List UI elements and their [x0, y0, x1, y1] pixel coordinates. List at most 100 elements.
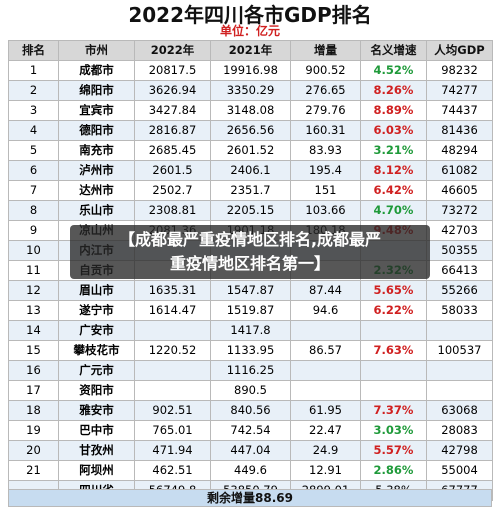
- cell-rank: 10: [8, 240, 59, 261]
- page-title: 2022年四川各市GDP排名: [128, 3, 372, 27]
- cell-2021: 19916.98: [210, 60, 291, 81]
- cell-city: 成都市: [58, 60, 135, 81]
- cell-2022: [134, 380, 211, 401]
- cell-growth-rate: [360, 320, 427, 341]
- cell-growth-rate: 6.22%: [360, 300, 427, 321]
- cell-per-capita: [426, 380, 493, 401]
- table-row: 8 乐山市 2308.81 2205.15 103.66 4.70% 73272: [8, 200, 493, 221]
- cell-city: 南充市: [58, 140, 135, 161]
- cell-city: 资阳市: [58, 380, 135, 401]
- cell-city: 甘孜州: [58, 440, 135, 461]
- cell-increase: 276.65: [290, 80, 361, 101]
- cell-per-capita: [426, 360, 493, 381]
- cell-per-capita: 74277: [426, 80, 493, 101]
- cell-growth-rate: 4.52%: [360, 60, 427, 81]
- cell-per-capita: 48294: [426, 140, 493, 161]
- cell-increase: [290, 320, 361, 341]
- table-row: 17 资阳市 890.5: [8, 380, 493, 401]
- cell-increase: 87.44: [290, 280, 361, 301]
- cell-city: 广安市: [58, 320, 135, 341]
- cell-growth-rate: 8.12%: [360, 160, 427, 181]
- cell-increase: 83.93: [290, 140, 361, 161]
- cell-2021: 1519.87: [210, 300, 291, 321]
- cell-2021: 742.54: [210, 420, 291, 441]
- cell-city: 宜宾市: [58, 100, 135, 121]
- table-row: 1 成都市 20817.5 19916.98 900.52 4.52% 98232: [8, 60, 493, 81]
- cell-2021: 840.56: [210, 400, 291, 421]
- cell-growth-rate: 6.42%: [360, 180, 427, 201]
- cell-2021: 2205.15: [210, 200, 291, 221]
- caption-overlay: 【成都最严重疫情地区排名,成都最严 重疫情地区排名第一】: [70, 225, 430, 279]
- cell-2022: 2601.5: [134, 160, 211, 181]
- cell-2022: 1220.52: [134, 340, 211, 361]
- cell-per-capita: 55004: [426, 460, 493, 481]
- cell-per-capita: 46605: [426, 180, 493, 201]
- cell-growth-rate: 7.37%: [360, 400, 427, 421]
- cell-rank: 17: [8, 380, 59, 401]
- cell-2022: 471.94: [134, 440, 211, 461]
- cell-increase: 279.76: [290, 100, 361, 121]
- cell-city: 攀枝花市: [58, 340, 135, 361]
- cell-rank: 2: [8, 80, 59, 101]
- cell-per-capita: 81436: [426, 120, 493, 141]
- cell-2022: 2308.81: [134, 200, 211, 221]
- cell-growth-rate: [360, 380, 427, 401]
- cell-increase: 195.4: [290, 160, 361, 181]
- cell-rank: 13: [8, 300, 59, 321]
- cell-rank: 1: [8, 60, 59, 81]
- cell-2021: 1417.8: [210, 320, 291, 341]
- cell-2021: 1547.87: [210, 280, 291, 301]
- table-row: 7 达州市 2502.7 2351.7 151 6.42% 46605: [8, 180, 493, 201]
- cell-rank: 9: [8, 220, 59, 241]
- cell-city: 雅安市: [58, 400, 135, 421]
- cell-city: 绵阳市: [58, 80, 135, 101]
- cell-rank: 16: [8, 360, 59, 381]
- table-row: 5 南充市 2685.45 2601.52 83.93 3.21% 48294: [8, 140, 493, 161]
- cell-growth-rate: 7.63%: [360, 340, 427, 361]
- cell-2021: 2656.56: [210, 120, 291, 141]
- cell-2021: 2601.52: [210, 140, 291, 161]
- cell-rank: 4: [8, 120, 59, 141]
- cell-city: 巴中市: [58, 420, 135, 441]
- header-rank: 排名: [8, 40, 59, 61]
- cell-2022: 1614.47: [134, 300, 211, 321]
- cell-growth-rate: 3.03%: [360, 420, 427, 441]
- cell-2022: 462.51: [134, 460, 211, 481]
- cell-increase: 86.57: [290, 340, 361, 361]
- cell-increase: [290, 380, 361, 401]
- cell-rank: 14: [8, 320, 59, 341]
- cell-growth-rate: 6.03%: [360, 120, 427, 141]
- table-row: 13 遂宁市 1614.47 1519.87 94.6 6.22% 58033: [8, 300, 493, 321]
- cell-2021: 890.5: [210, 380, 291, 401]
- cell-growth-rate: 5.57%: [360, 440, 427, 461]
- cell-per-capita: 63068: [426, 400, 493, 421]
- cell-growth-rate: 8.89%: [360, 100, 427, 121]
- cell-rank: 19: [8, 420, 59, 441]
- cell-2021: 3148.08: [210, 100, 291, 121]
- caption-line-1: 【成都最严重疫情地区排名,成都最严: [118, 230, 382, 249]
- cell-rank: 3: [8, 100, 59, 121]
- cell-increase: [290, 360, 361, 381]
- cell-2021: 2351.7: [210, 180, 291, 201]
- header-2021: 2021年: [210, 40, 291, 61]
- cell-rank: 8: [8, 200, 59, 221]
- cell-city: 达州市: [58, 180, 135, 201]
- cell-2022: 3626.94: [134, 80, 211, 101]
- header-2022: 2022年: [134, 40, 211, 61]
- cell-city: 广元市: [58, 360, 135, 381]
- cell-2021: 1116.25: [210, 360, 291, 381]
- cell-increase: 160.31: [290, 120, 361, 141]
- cell-growth-rate: 8.26%: [360, 80, 427, 101]
- cell-rank: 15: [8, 340, 59, 361]
- cell-rank: 11: [8, 260, 59, 281]
- cell-per-capita: 42798: [426, 440, 493, 461]
- cell-2022: 765.01: [134, 420, 211, 441]
- cell-per-capita: 98232: [426, 60, 493, 81]
- cell-rank: 5: [8, 140, 59, 161]
- cell-per-capita: 55266: [426, 280, 493, 301]
- cell-per-capita: 28083: [426, 420, 493, 441]
- header-per-capita: 人均GDP: [426, 40, 493, 61]
- cell-city: 乐山市: [58, 200, 135, 221]
- cell-growth-rate: 4.70%: [360, 200, 427, 221]
